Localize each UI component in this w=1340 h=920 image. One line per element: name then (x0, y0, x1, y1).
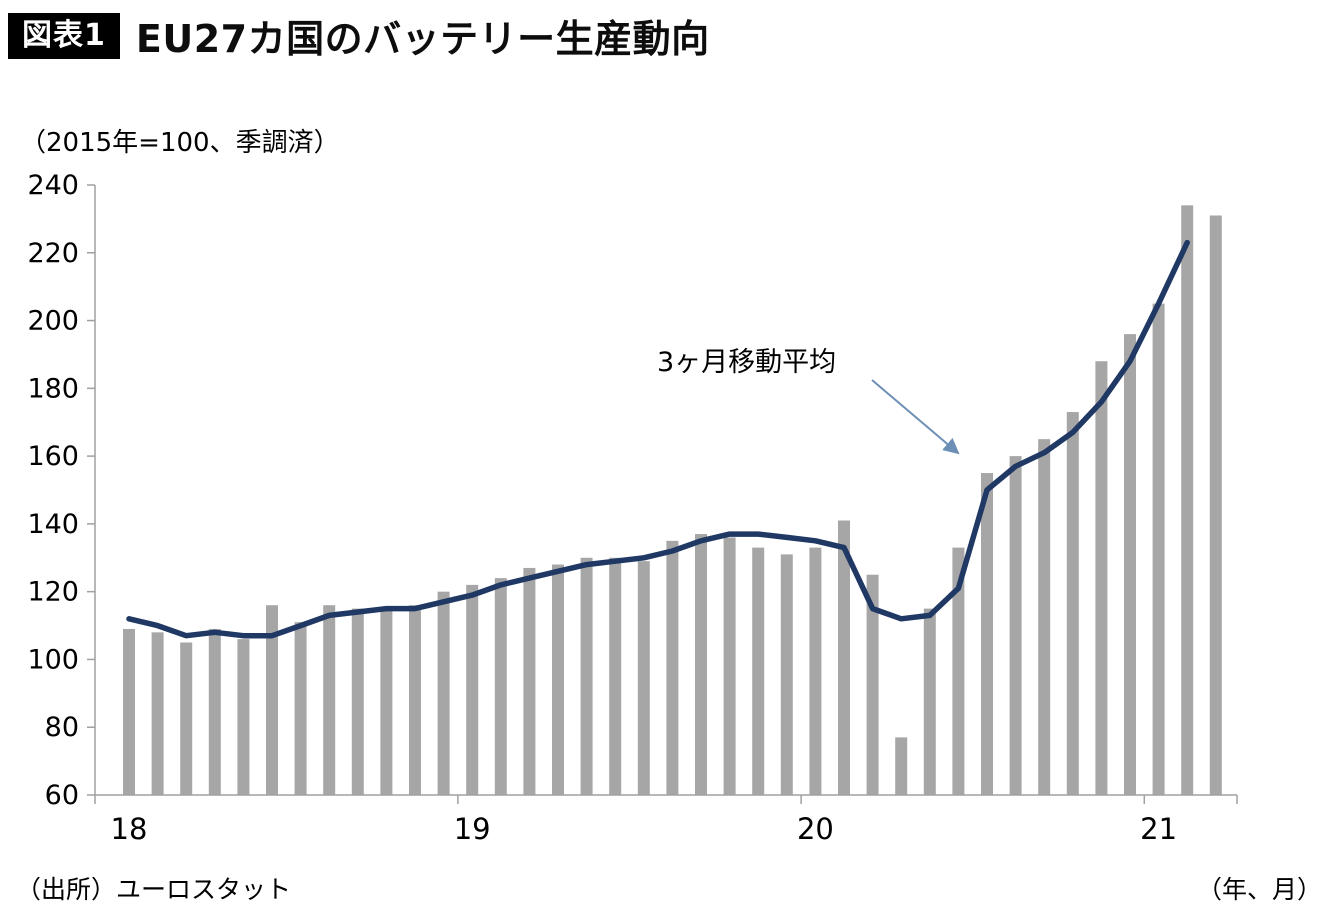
bar (1209, 215, 1222, 795)
bar (1066, 412, 1079, 795)
bar (723, 537, 736, 795)
bar (923, 608, 936, 795)
bar (466, 584, 479, 795)
y-tick-label: 240 (27, 170, 79, 201)
bar (809, 547, 822, 795)
y-tick-label: 100 (27, 644, 79, 675)
figure-title: EU27カ国のバッテリー生産動向 (135, 17, 710, 61)
bar (637, 561, 650, 795)
x-tick-label: 21 (1140, 812, 1177, 846)
bar (237, 639, 250, 795)
figure-header: 図表1 EU27カ国のバッテリー生産動向 (8, 8, 710, 63)
bar (294, 622, 307, 795)
bar (1152, 303, 1165, 795)
bar (780, 554, 793, 795)
figure-number-badge: 図表1 (8, 12, 120, 59)
bar (437, 591, 450, 795)
x-tick-label: 18 (111, 812, 148, 846)
y-tick-label: 200 (27, 306, 79, 337)
bar (609, 557, 622, 795)
y-tick-label: 60 (45, 780, 79, 811)
x-axis-unit-note: （年、月） (1196, 875, 1322, 904)
bar (208, 628, 221, 795)
bar (123, 628, 135, 795)
bar (552, 564, 564, 795)
y-tick-label: 140 (27, 509, 79, 540)
bar (952, 547, 965, 795)
bar (409, 605, 421, 795)
bar (752, 547, 765, 795)
bar (180, 642, 193, 795)
x-tick-label: 19 (454, 812, 491, 846)
bar (1181, 205, 1194, 796)
y-tick-label: 120 (27, 577, 79, 608)
bar (151, 632, 164, 795)
bar (981, 473, 993, 795)
bar (1095, 361, 1108, 795)
x-tick-label: 20 (797, 812, 834, 846)
bar (1038, 439, 1051, 795)
bar (494, 578, 507, 795)
moving-average-annotation: 3ヶ月移動平均 (657, 347, 837, 378)
bar (895, 737, 908, 795)
chart-unit-note: （2015年=100、季調済） (20, 128, 340, 158)
bar (1009, 456, 1022, 795)
y-tick-label: 160 (27, 441, 79, 472)
bar (838, 520, 850, 795)
annotation-arrow (871, 379, 960, 455)
source-note: （出所）ユーロスタット (16, 875, 292, 904)
bar (266, 605, 278, 795)
moving-average-line (126, 239, 1190, 639)
bar (866, 574, 879, 795)
bar (380, 608, 393, 795)
y-tick-label: 80 (45, 712, 79, 743)
bar (523, 567, 536, 795)
bar (666, 540, 679, 795)
bar (695, 534, 707, 795)
bar (580, 557, 593, 795)
bar (1124, 334, 1136, 795)
y-tick-label: 220 (27, 238, 79, 269)
bar (323, 605, 336, 795)
bar (351, 608, 364, 795)
y-tick-label: 180 (27, 373, 79, 404)
